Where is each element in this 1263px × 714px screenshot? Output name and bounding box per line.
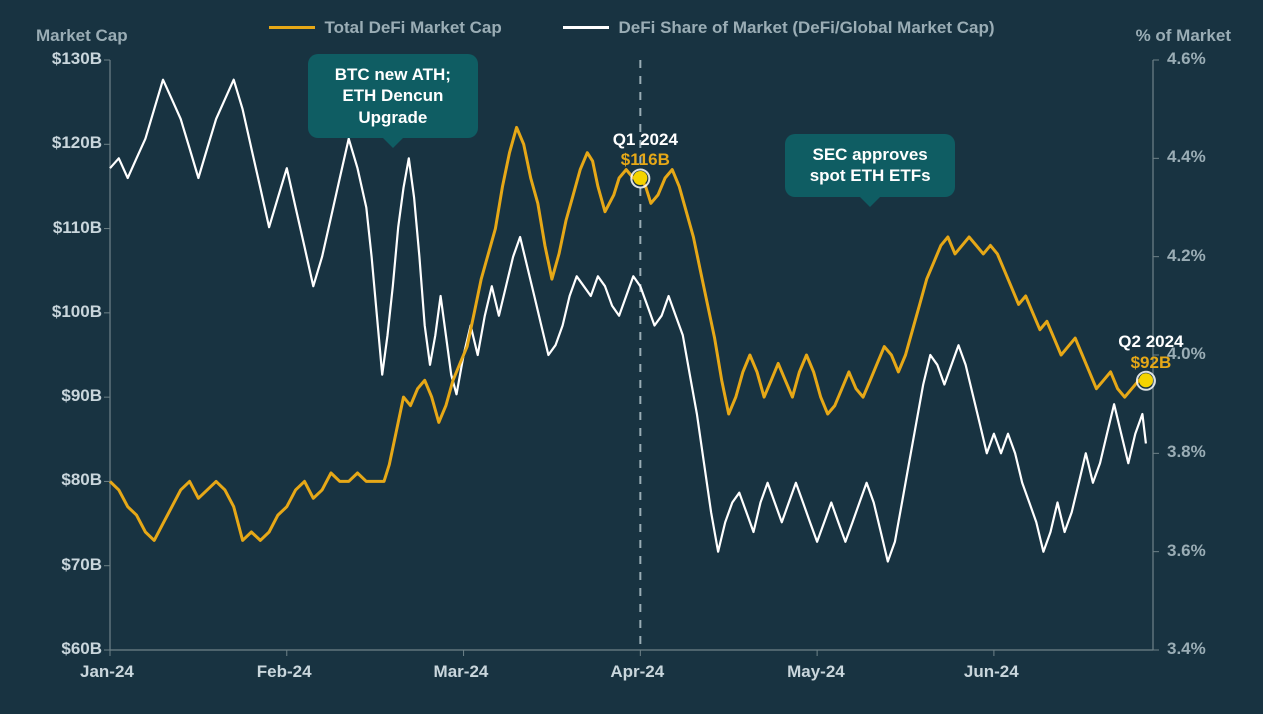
y-left-tick-label: $100B xyxy=(32,302,102,322)
x-tick-label: May-24 xyxy=(787,662,845,682)
y-right-tick-label: 3.8% xyxy=(1167,442,1237,462)
y-left-tick-label: $60B xyxy=(32,639,102,659)
y-left-tick-label: $110B xyxy=(32,218,102,238)
y-left-tick-label: $130B xyxy=(32,49,102,69)
x-tick-label: Jan-24 xyxy=(80,662,134,682)
defi-marketcap-chart: Total DeFi Market Cap DeFi Share of Mark… xyxy=(0,0,1263,714)
y-right-tick-label: 4.2% xyxy=(1167,246,1237,266)
x-tick-label: Apr-24 xyxy=(610,662,664,682)
x-tick-label: Jun-24 xyxy=(964,662,1019,682)
y-right-tick-label: 3.6% xyxy=(1167,541,1237,561)
y-right-tick-label: 3.4% xyxy=(1167,639,1237,659)
x-tick-label: Feb-24 xyxy=(257,662,312,682)
callout-sec-eth: SEC approvesspot ETH ETFs xyxy=(785,134,955,197)
y-left-tick-label: $80B xyxy=(32,470,102,490)
marker-label-q1: Q1 2024$116B xyxy=(595,130,695,171)
x-tick-label: Mar-24 xyxy=(434,662,489,682)
y-right-tick-label: 4.4% xyxy=(1167,147,1237,167)
marker-label-q2: Q2 2024$92B xyxy=(1101,332,1201,373)
y-right-tick-label: 4.6% xyxy=(1167,49,1237,69)
chart-plot-svg xyxy=(0,0,1263,714)
y-left-tick-label: $70B xyxy=(32,555,102,575)
y-left-tick-label: $90B xyxy=(32,386,102,406)
y-left-tick-label: $120B xyxy=(32,133,102,153)
callout-btc-ath: BTC new ATH;ETH DencunUpgrade xyxy=(308,54,478,138)
